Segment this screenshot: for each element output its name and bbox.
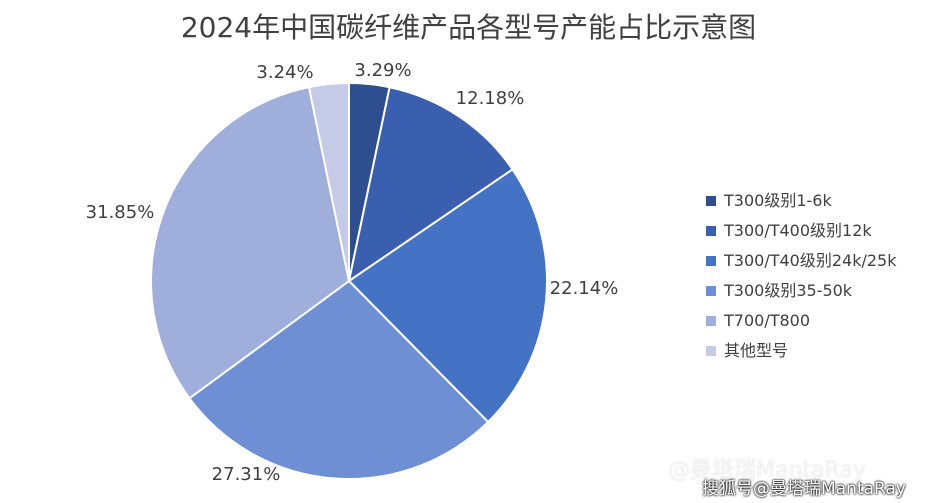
legend-label: T300级别1-6k bbox=[724, 191, 832, 210]
watermark-text: 搜狐号@曼塔瑞MantaRay bbox=[702, 479, 906, 499]
legend-item: T700/T800 bbox=[706, 306, 896, 336]
slice-data-label: 12.18% bbox=[456, 88, 525, 109]
legend-label: T300级别35-50k bbox=[724, 281, 853, 300]
legend-swatch bbox=[706, 285, 716, 296]
slice-data-label: 27.31% bbox=[212, 464, 281, 485]
legend-label: 其他型号 bbox=[724, 341, 789, 360]
legend-label: T300/T400级别12k bbox=[724, 221, 872, 240]
legend-swatch bbox=[706, 315, 716, 326]
slice-data-label: 3.29% bbox=[354, 60, 411, 81]
legend-item: T300/T400级别12k bbox=[706, 216, 896, 246]
legend-label: T300/T40级别24k/25k bbox=[724, 251, 897, 270]
chart-title: 2024年中国碳纤维产品各型号产能占比示意图 bbox=[180, 11, 757, 44]
legend-item: T300级别35-50k bbox=[706, 276, 896, 306]
pie-slice bbox=[347, 167, 548, 424]
pie-slice bbox=[188, 279, 490, 480]
legend-label: T700/T800 bbox=[724, 311, 811, 330]
slice-data-label: 22.14% bbox=[550, 278, 619, 299]
legend-item: 其他型号 bbox=[706, 336, 896, 366]
pie-slice bbox=[307, 81, 350, 282]
slice-data-label: 31.85% bbox=[86, 202, 155, 223]
legend-swatch bbox=[706, 195, 716, 206]
pie-slice bbox=[347, 86, 514, 284]
legend-swatch bbox=[706, 255, 716, 266]
legend: T300级别1-6k T300/T400级别12k T300/T40级别24k/25… bbox=[706, 186, 896, 366]
legend-swatch bbox=[706, 345, 716, 356]
legend-item: T300/T40级别24k/25k bbox=[706, 246, 896, 276]
watermark-faint: @曼塔瑞MantaRay bbox=[668, 458, 866, 483]
legend-item: T300级别1-6k bbox=[706, 186, 896, 216]
slice-data-label: 3.24% bbox=[256, 62, 313, 83]
pie-slice bbox=[150, 85, 351, 400]
legend-swatch bbox=[706, 225, 716, 236]
